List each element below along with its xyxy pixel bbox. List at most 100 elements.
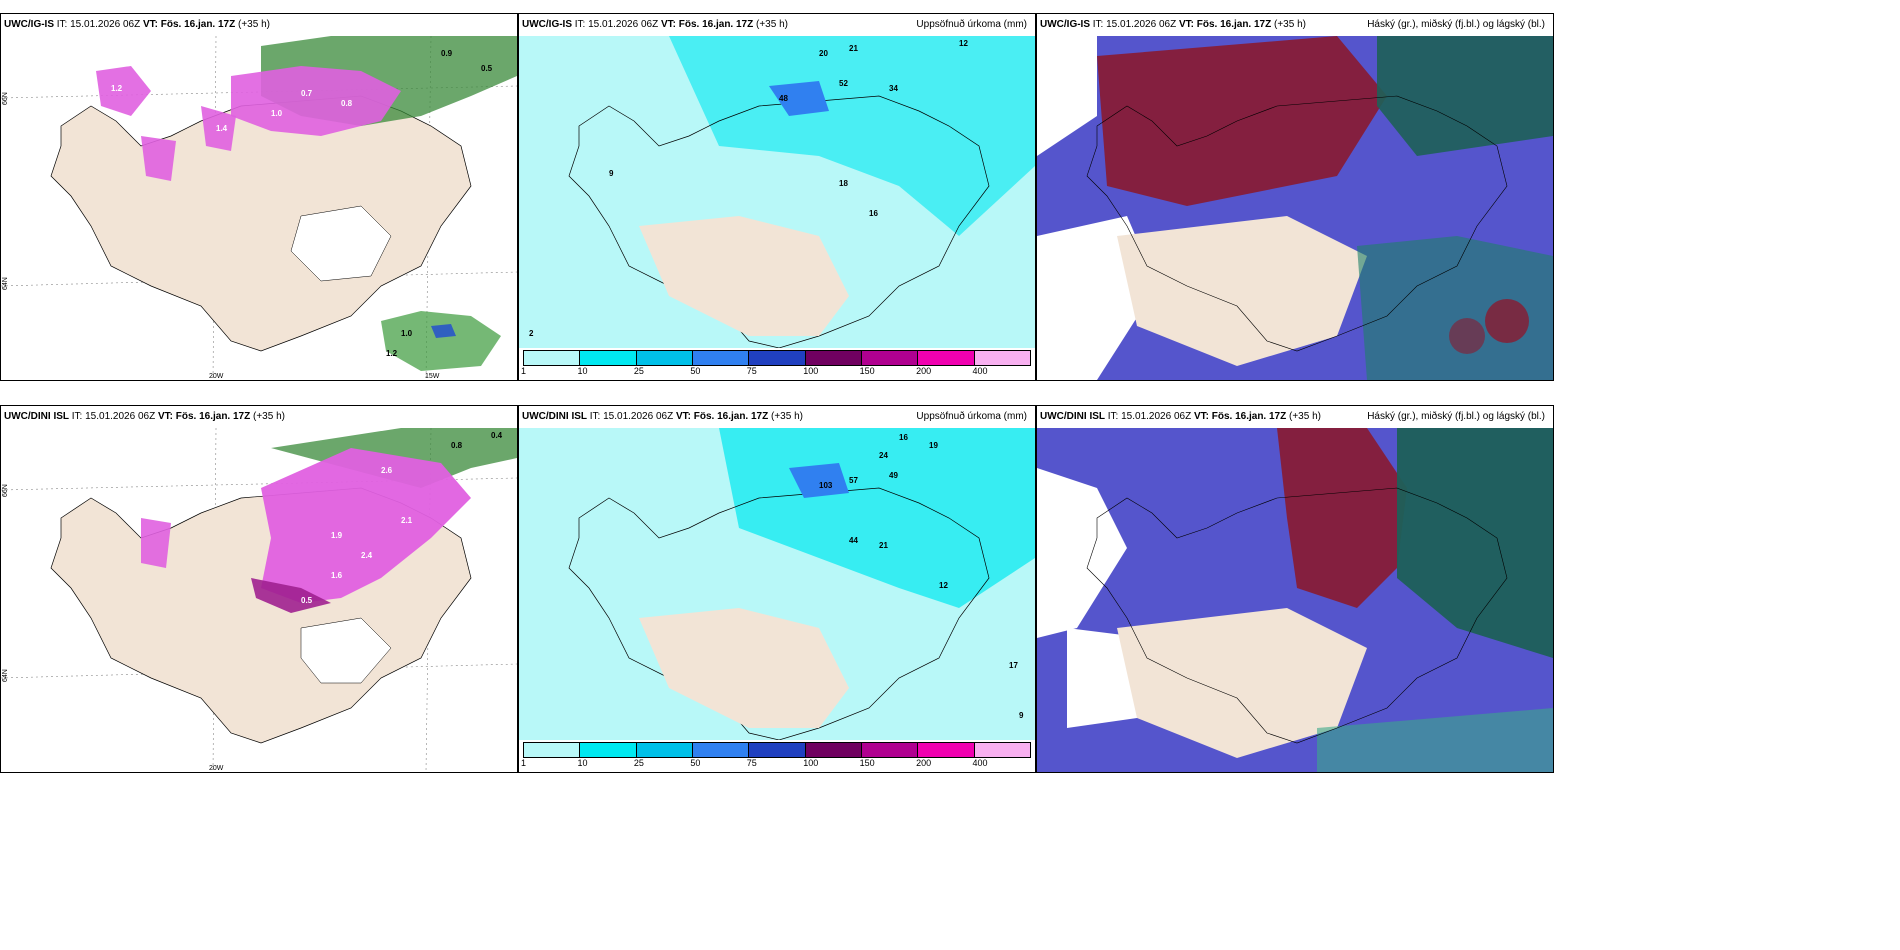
snow-label: 2.4 [361,551,373,560]
lead-time: (+35 h) [756,19,788,30]
model-name: UWC/IG-IS [1040,19,1090,30]
lead-time: (+35 h) [1289,411,1321,422]
lead-time: (+35 h) [771,411,803,422]
colorbar-cell [805,743,862,757]
precip-label: 9 [609,169,614,178]
valid-time: Fös. 16.jan. 17Z [1196,19,1272,30]
precip-label: 49 [889,471,898,480]
precip-label: 21 [849,44,858,53]
map-title: Háský (gr.), miðský (fj.bl.) og lágský (… [1367,411,1545,422]
map-precip[interactable]: 20 21 12 34 52 48 18 16 9 2 [519,36,1035,348]
panel-dini-precip: UWC/DINI ISL IT: 15.01.2026 06Z VT: Fös.… [518,405,1036,773]
colorbar-cell [861,743,919,757]
colorbar-tick-label: 150 [859,758,875,768]
map-precip[interactable]: 16 19 24 49 57 103 44 21 12 17 9 [519,428,1035,740]
map-graphic [1037,36,1553,380]
colorbar-cell [918,351,975,365]
colorbar-cell [861,351,919,365]
colorbar-tick-label: 75 [746,366,757,376]
lat-label: 66N [2,92,9,105]
panel-header: UWC/DINI ISL IT: 15.01.2026 06Z VT: Fös.… [519,406,1035,428]
colorbar-cells [523,742,1031,758]
precip-label: 21 [879,541,888,550]
valid-time: Fös. 16.jan. 17Z [678,19,754,30]
snow-label: 1.2 [111,84,123,93]
valid-label: VT: [660,19,676,30]
colorbar-tick-label: 200 [916,366,932,376]
colorbar-cell [918,743,975,757]
panel-header: UWC/IG-IS IT: 15.01.2026 06Z VT: Fös. 16… [1037,14,1553,36]
snow-label: 0.8 [451,441,463,450]
lon-label: 20W [209,373,224,380]
init-time: IT: 15.01.2026 06Z [1107,411,1192,422]
snow-label: 0.8 [341,99,353,108]
map-title: Uppsöfnuð úrkoma (mm) [916,19,1027,30]
colorbar-tick-label: 75 [746,758,757,768]
map-graphic: 0.7 0.8 1.0 1.2 1.4 0.9 0.5 1.0 1.2 66N … [1,36,517,380]
map-graphic: 20 21 12 34 52 48 18 16 9 2 [519,36,1035,348]
init-time: IT: 15.01.2026 06Z [589,411,674,422]
colorbar-cell [580,743,637,757]
panel-dini-snow: UWC/DINI ISL IT: 15.01.2026 06Z VT: Fös.… [0,405,518,773]
precip-label: 12 [939,581,948,590]
precip-label: 9 [1019,711,1024,720]
snow-label: 1.0 [401,329,413,338]
map-clouds[interactable] [1037,428,1553,772]
colorbar-cell [974,351,1030,365]
map-graphic [1037,428,1553,772]
snow-label: 0.5 [481,64,493,73]
init-time: IT: 15.01.2026 06Z [1092,19,1177,30]
init-time: IT: 15.01.2026 06Z [574,19,659,30]
lead-time: (+35 h) [253,411,285,422]
colorbar-cell [580,351,637,365]
colorbar-tick-label: 50 [690,366,701,376]
valid-time: Fös. 16.jan. 17Z [160,19,236,30]
init-time: IT: 15.01.2026 06Z [56,19,141,30]
model-name: UWC/DINI ISL [1040,411,1105,422]
lon-label: 15W [425,373,440,380]
precip-label: 20 [819,49,828,58]
colorbar-tick-label: 400 [972,758,988,768]
lat-label: 64N [2,669,9,682]
snow-label: 2.6 [381,466,393,475]
map-clouds[interactable] [1037,36,1553,380]
panel-header: UWC/IG-IS IT: 15.01.2026 06Z VT: Fös. 16… [1,14,517,36]
snow-label: 1.6 [331,571,343,580]
colorbar-tick-label: 25 [633,758,644,768]
valid-time: Fös. 16.jan. 17Z [693,411,769,422]
precip-label: 24 [879,451,888,460]
lat-label: 66N [2,484,9,497]
precip-label: 52 [839,79,848,88]
colorbar-tick-label: 100 [803,366,819,376]
precip-label: 18 [839,179,848,188]
valid-label: VT: [1193,411,1209,422]
snow-label: 0.9 [441,49,453,58]
panel-ig-snow: UWC/IG-IS IT: 15.01.2026 06Z VT: Fös. 16… [0,13,518,381]
snow-label: 1.0 [271,109,283,118]
colorbar-cell [692,743,750,757]
map-title: Uppsöfnuð úrkoma (mm) [916,411,1027,422]
colorbar-tick-label: 400 [972,366,988,376]
panel-header: UWC/DINI ISL IT: 15.01.2026 06Z VT: Fös.… [1037,406,1553,428]
colorbar-tick-label: 150 [859,366,875,376]
snow-label: 0.4 [491,431,503,440]
panel-header: UWC/DINI ISL IT: 15.01.2026 06Z VT: Fös.… [1,406,517,428]
colorbar-tick-label: 25 [633,366,644,376]
map-graphic: 1.9 2.1 2.4 1.6 2.6 0.5 0.8 0.4 66N 64N … [1,428,517,772]
precip-label: 17 [1009,661,1018,670]
valid-label: VT: [675,411,691,422]
map-snow[interactable]: 0.7 0.8 1.0 1.2 1.4 0.9 0.5 1.0 1.2 66N … [1,36,517,380]
snow-label: 0.7 [301,89,313,98]
colorbar-cells [523,350,1031,366]
snow-label: 2.1 [401,516,413,525]
precip-label: 57 [849,476,858,485]
valid-label: VT: [142,19,158,30]
colorbar-tick-label: 10 [577,366,588,376]
map-snow[interactable]: 1.9 2.1 2.4 1.6 2.6 0.5 0.8 0.4 66N 64N … [1,428,517,772]
colorbar-cell [749,351,806,365]
colorbar-cell [974,743,1030,757]
colorbar-tick-label: 10 [577,758,588,768]
snow-label: 1.2 [386,349,398,358]
colorbar-cell [749,743,806,757]
valid-time: Fös. 16.jan. 17Z [175,411,251,422]
